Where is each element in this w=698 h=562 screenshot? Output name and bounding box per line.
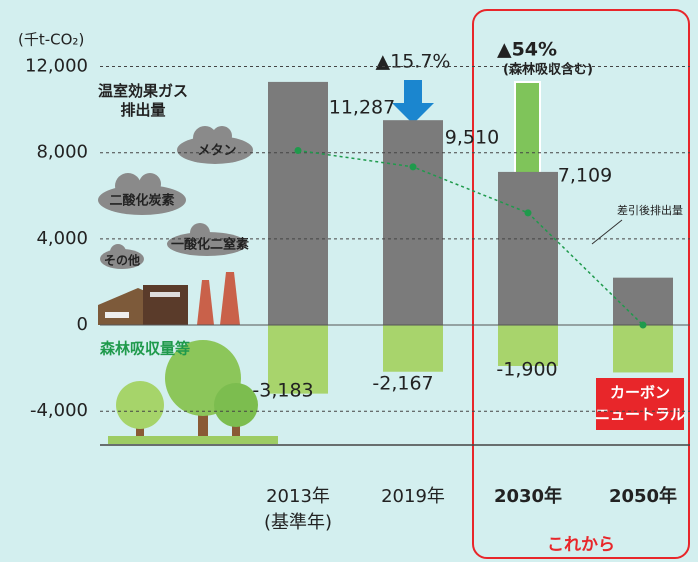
- net-point: [640, 322, 647, 329]
- y-tick-label: 8,000: [36, 142, 88, 163]
- gas-label: その他: [104, 253, 140, 268]
- net-point: [525, 209, 532, 216]
- reduction-label: ▲54%: [497, 39, 557, 61]
- y-tick-label: 0: [77, 314, 88, 335]
- x-tick-label: 2013年: [266, 486, 330, 507]
- value-label: 7,109: [558, 165, 612, 187]
- value-label: -1,900: [496, 359, 557, 381]
- y-tick-label: -4,000: [30, 400, 88, 421]
- bar: [268, 82, 328, 325]
- y-tick-label: 4,000: [36, 228, 88, 249]
- arrow-2019: [392, 80, 434, 124]
- reduction-note: (森林吸収含む): [503, 62, 593, 78]
- factory: [98, 272, 240, 325]
- x-tick-label: 2050年: [609, 485, 677, 507]
- value-label: -2,167: [372, 373, 433, 395]
- bar: [613, 325, 673, 372]
- bar: [498, 172, 558, 325]
- legend-label: 差引後排出量: [617, 203, 683, 217]
- legend-label: 森林吸収量等: [100, 340, 190, 358]
- x-tick-note: (基準年): [264, 512, 332, 533]
- bar: [383, 325, 443, 372]
- reduction-label: ▲15.7%: [376, 51, 451, 73]
- carbon-neutral: ニュートラル: [595, 406, 685, 424]
- bar: [383, 120, 443, 325]
- value-label: 11,287: [329, 97, 395, 119]
- carbon-neutral: カーボン: [610, 384, 670, 402]
- unit-label: (千t-CO₂): [18, 31, 84, 49]
- gas-label: メタン: [197, 144, 236, 159]
- value-label: -3,183: [252, 380, 313, 402]
- net-point: [410, 163, 417, 170]
- future-label: これから: [547, 535, 615, 555]
- x-tick-label: 2019年: [381, 486, 445, 507]
- page: (千t-CO₂) ▲15.7% ▲54% (森林吸収含む) メタン 二酸化炭素 …: [0, 0, 698, 562]
- value-label: 9,510: [445, 127, 499, 149]
- legend-label: 温室効果ガス排出量: [95, 82, 191, 120]
- x-tick-label: 2030年: [494, 485, 562, 507]
- bar: [613, 278, 673, 325]
- leader-line: [592, 220, 622, 244]
- net-point: [295, 147, 302, 154]
- y-tick-label: 12,000: [25, 56, 88, 77]
- gas-label: 二酸化炭素: [109, 193, 174, 209]
